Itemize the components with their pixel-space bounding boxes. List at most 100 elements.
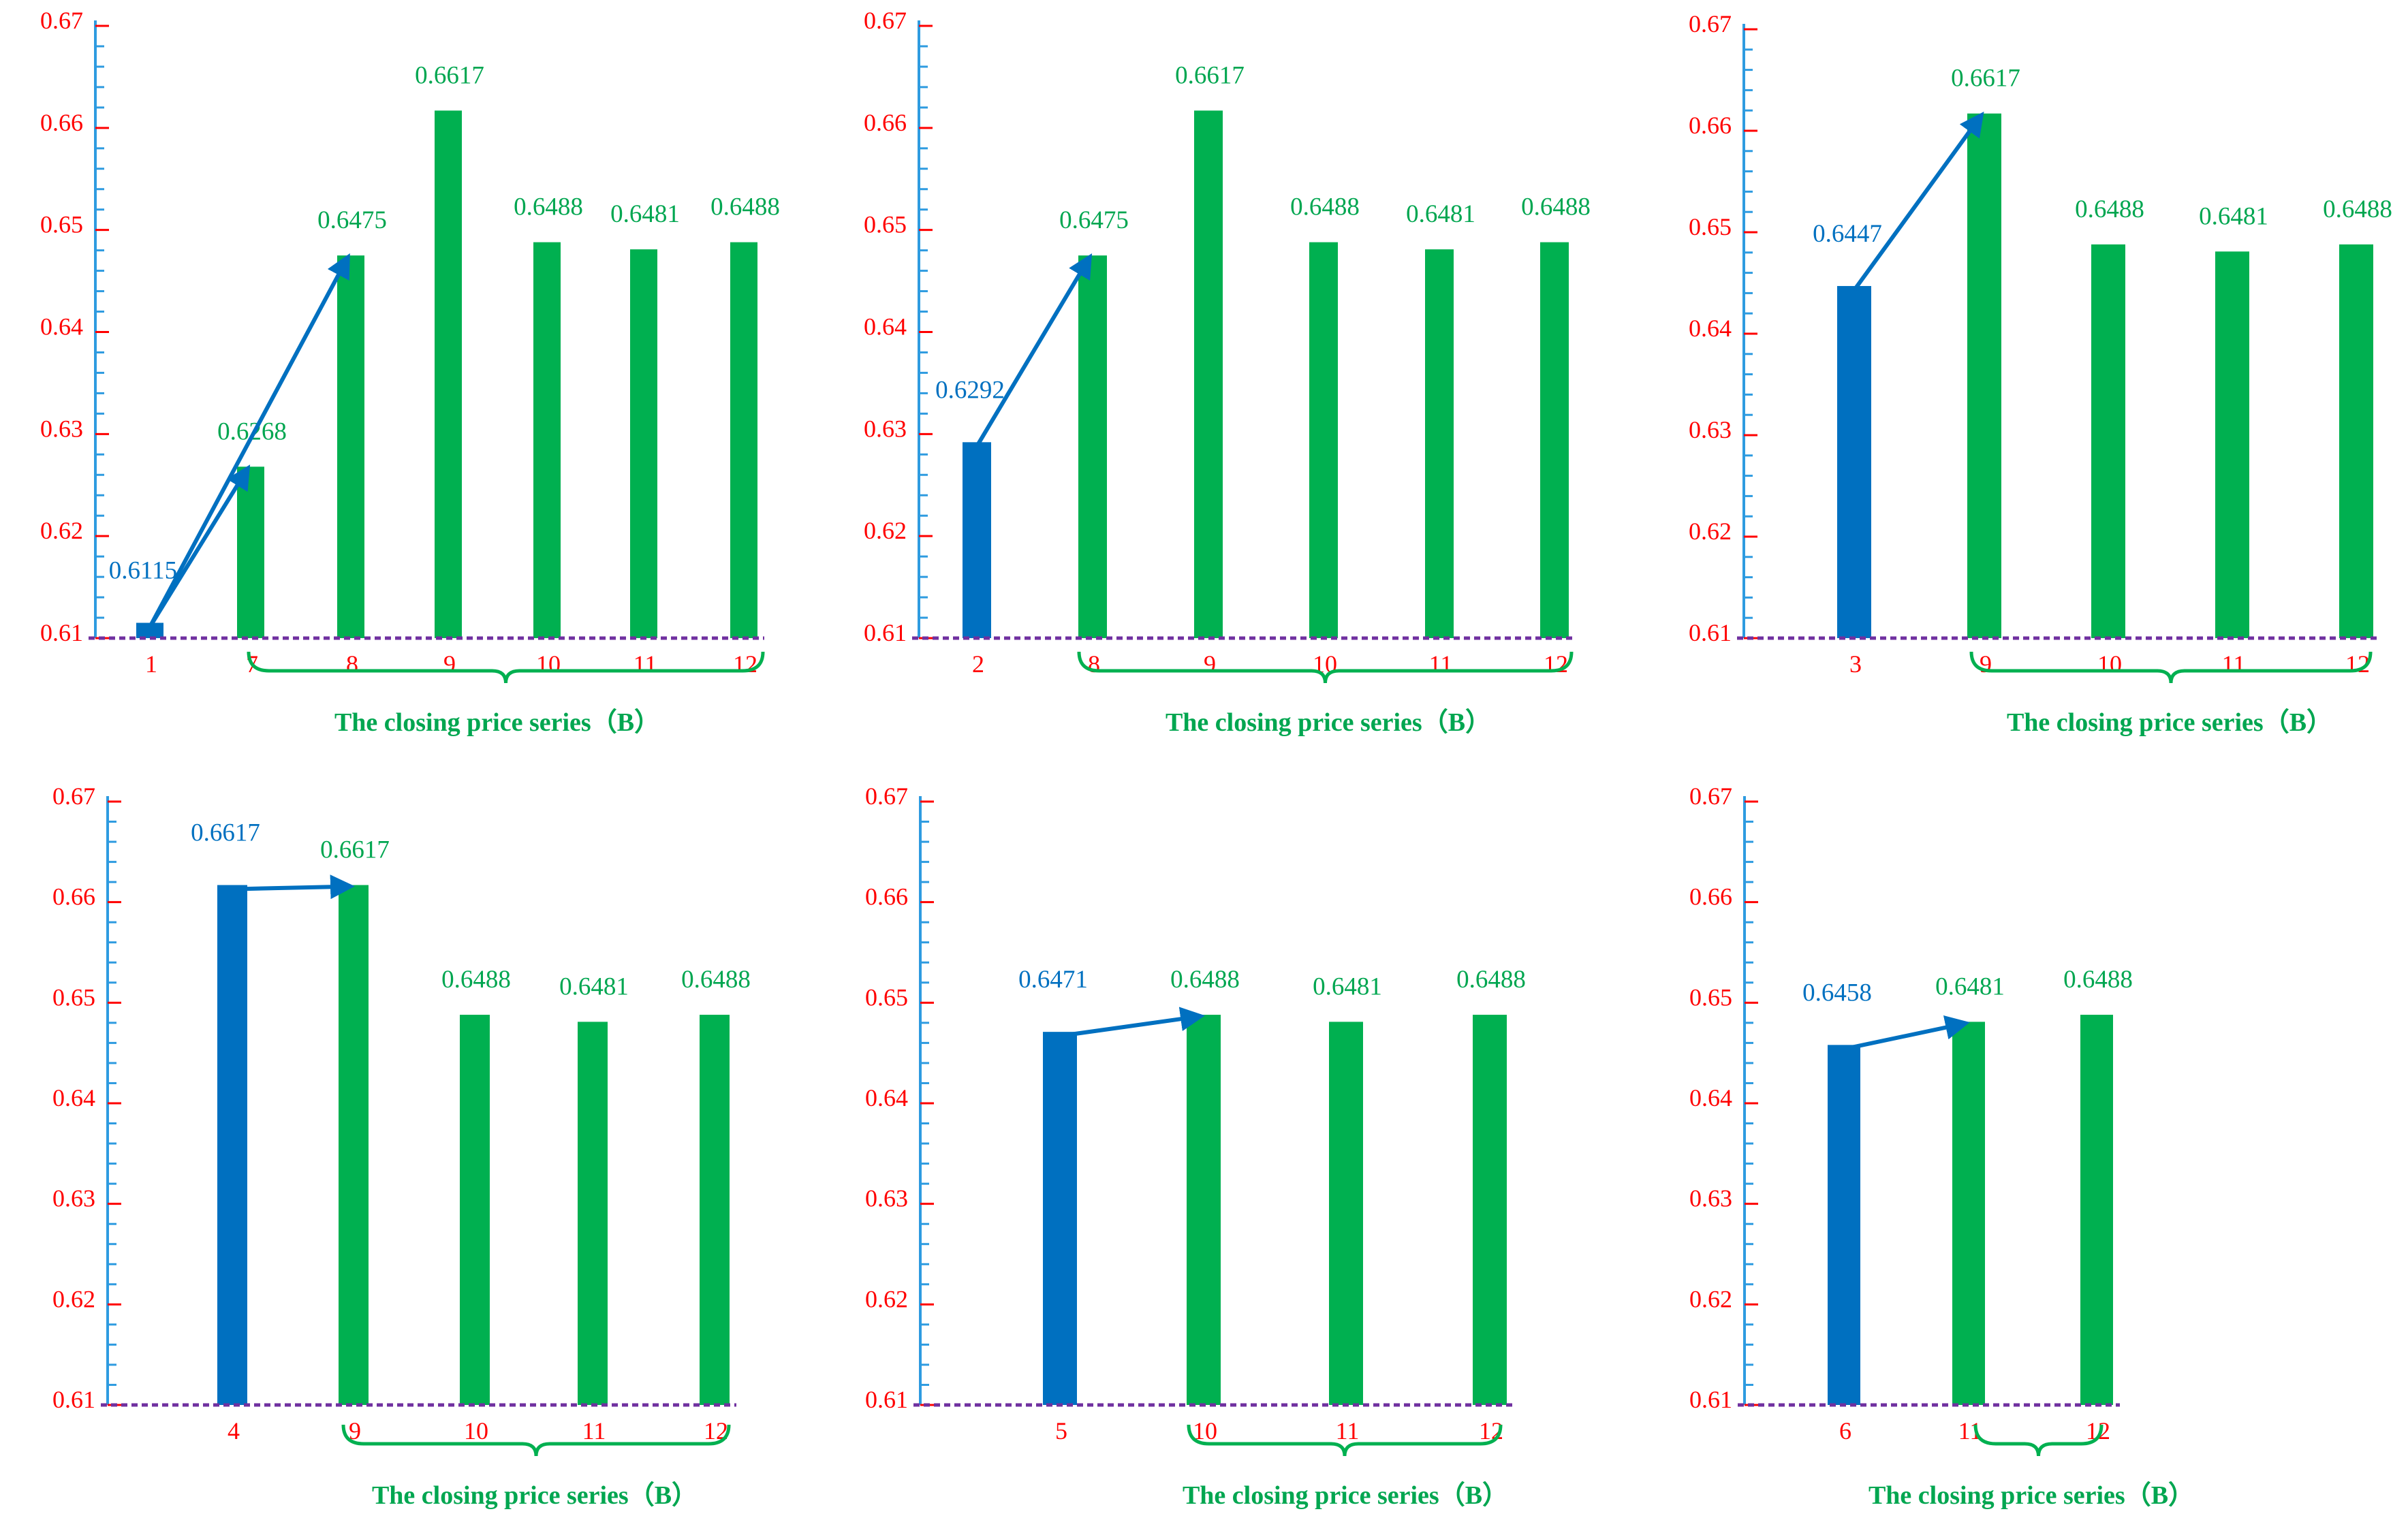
bar-value-label: 0.6488 <box>1170 966 1240 994</box>
y-tick-label: 0.64 <box>1689 1084 1732 1111</box>
chart-panel-4: 0.61 0.62 0.63 0.64 0.65 0.66 0.67 0.6617 4 0.661… <box>52 783 751 1510</box>
series-bar <box>2091 244 2125 638</box>
base-bar <box>1828 1045 1860 1405</box>
base-bar <box>136 622 163 638</box>
x-tick-label: 2 <box>972 650 984 678</box>
x-tick-label: 9 <box>1980 650 1992 678</box>
bar-value-label: 0.6481 <box>610 200 680 228</box>
series-bar <box>1425 249 1454 638</box>
comparison-arrow <box>148 253 350 628</box>
bar-value-label: 0.6268 <box>217 417 287 445</box>
x-tick-label: 12 <box>733 650 757 678</box>
series-bar <box>1540 242 1569 638</box>
bar-value-label: 0.6617 <box>415 61 484 89</box>
bar-value-label: 0.6481 <box>2199 202 2268 230</box>
y-tick-label: 0.64 <box>865 1084 908 1111</box>
series-bar <box>533 242 561 638</box>
x-tick-label: 12 <box>2086 1417 2110 1444</box>
bar-value-label: 0.6488 <box>514 193 583 221</box>
series-brace <box>341 1424 731 1457</box>
x-tick-label: 11 <box>1429 650 1453 678</box>
y-tick-label: 0.63 <box>40 415 83 442</box>
y-tick-label: 0.67 <box>865 783 908 810</box>
base-bar <box>217 885 247 1405</box>
y-tick-label: 0.64 <box>1689 315 1732 342</box>
y-tick-label: 0.61 <box>52 1386 95 1413</box>
chart-panel-3: 0.61 0.62 0.63 0.64 0.65 0.66 0.67 0.6447 3 0.661… <box>1689 10 2392 737</box>
series-caption: The closing price series（B） <box>1868 1481 2194 1510</box>
series-bar <box>1078 255 1107 638</box>
bar-value-label: 0.6617 <box>1951 65 2020 93</box>
series-bar <box>578 1022 608 1405</box>
base-bar <box>1043 1032 1077 1405</box>
y-tick-label: 0.65 <box>52 983 95 1011</box>
x-tick-label: 10 <box>2097 650 2122 678</box>
series-caption: The closing price series（B） <box>2007 708 2332 737</box>
comparison-arrow <box>232 874 355 900</box>
x-tick-label: 1 <box>145 650 157 678</box>
y-tick-label: 0.63 <box>1689 1185 1732 1212</box>
x-tick-label: 9 <box>349 1417 361 1444</box>
x-tick-label: 11 <box>582 1417 606 1444</box>
y-tick-label: 0.66 <box>864 109 907 136</box>
x-tick-label: 8 <box>1088 650 1100 678</box>
series-bar <box>630 249 657 638</box>
y-tick-label: 0.63 <box>865 1185 908 1212</box>
comparison-arrow <box>1059 1007 1205 1039</box>
bar-value-label: 0.6617 <box>191 819 260 847</box>
bar-value-label: 0.6115 <box>109 557 177 585</box>
series-brace <box>1187 1424 1503 1457</box>
x-tick-label: 3 <box>1849 650 1862 678</box>
y-tick-label: 0.66 <box>1689 883 1732 911</box>
series-bar <box>339 885 369 1405</box>
bar-value-label: 0.6292 <box>935 376 1005 404</box>
comparison-arrow <box>1843 1015 1970 1052</box>
x-tick-label: 9 <box>443 650 456 678</box>
y-tick-label: 0.66 <box>865 883 908 911</box>
chart-panel-5: 0.61 0.62 0.63 0.64 0.65 0.66 0.67 0.6471 5 0.648… <box>865 783 1526 1510</box>
series-brace <box>1077 651 1574 684</box>
bar-value-label: 0.6617 <box>1175 61 1245 89</box>
x-tick-label: 11 <box>2222 650 2246 678</box>
y-tick-label: 0.66 <box>52 883 95 911</box>
y-tick-label: 0.61 <box>864 619 907 646</box>
bar-value-label: 0.6481 <box>559 973 629 1000</box>
y-tick-label: 0.61 <box>865 1386 908 1413</box>
y-tick-label: 0.67 <box>864 7 907 34</box>
series-bar <box>1187 1015 1221 1405</box>
y-tick-label: 0.64 <box>40 313 83 341</box>
x-tick-label: 8 <box>346 650 358 678</box>
bar-value-label: 0.6488 <box>1456 966 1526 994</box>
y-tick-label: 0.63 <box>864 415 907 442</box>
bar-value-label: 0.6488 <box>681 966 751 994</box>
y-tick-label: 0.62 <box>1689 1285 1732 1312</box>
y-tick-label: 0.62 <box>865 1285 908 1312</box>
x-tick-label: 4 <box>228 1417 240 1444</box>
y-tick-label: 0.67 <box>40 7 83 34</box>
y-tick-label: 0.63 <box>1689 416 1732 443</box>
series-bar <box>1309 242 1338 638</box>
series-brace <box>1969 651 2373 684</box>
series-brace <box>247 651 765 684</box>
bar-value-label: 0.6617 <box>320 836 390 864</box>
bar-value-label: 0.6475 <box>1059 206 1129 234</box>
series-bar <box>460 1015 490 1405</box>
y-tick-label: 0.62 <box>52 1285 95 1312</box>
series-bar <box>435 110 462 638</box>
series-caption: The closing price series（B） <box>334 708 660 737</box>
y-tick-label: 0.62 <box>40 517 83 544</box>
x-tick-label: 10 <box>536 650 561 678</box>
base-bar <box>963 442 991 638</box>
series-caption: The closing price series（B） <box>1183 1481 1508 1510</box>
x-tick-label: 6 <box>1839 1417 1851 1444</box>
bar-value-label: 0.6488 <box>710 193 780 221</box>
bar-value-label: 0.6447 <box>1813 220 1882 248</box>
y-tick-label: 0.65 <box>865 983 908 1011</box>
y-tick-label: 0.65 <box>1689 983 1732 1011</box>
bar-value-label: 0.6475 <box>317 206 387 234</box>
x-tick-label: 11 <box>1336 1417 1360 1444</box>
y-tick-label: 0.62 <box>1689 518 1732 545</box>
series-bar <box>700 1015 730 1405</box>
series-bar <box>730 242 757 638</box>
